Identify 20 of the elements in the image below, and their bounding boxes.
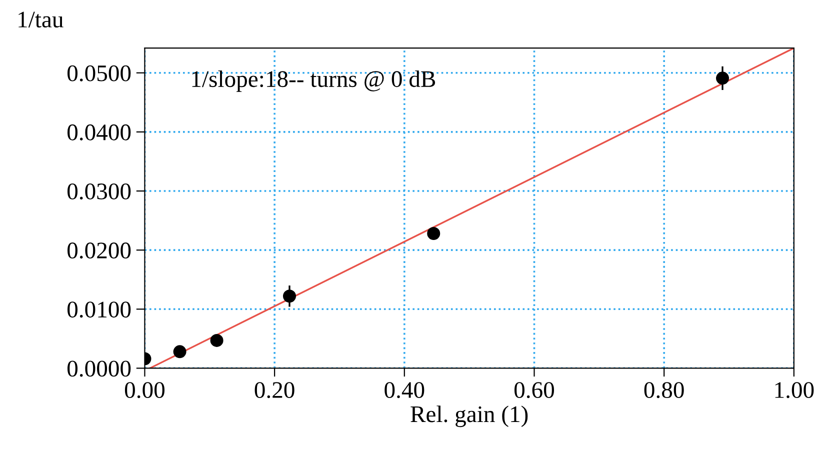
y-tick-label: 0.0400	[68, 124, 131, 140]
x-tick-label: 1.00	[775, 382, 814, 398]
point	[210, 334, 224, 347]
x-tick-label: 0.60	[514, 382, 554, 398]
y-tick-label: 0.0500	[68, 65, 131, 82]
point	[282, 290, 296, 303]
y-tick-label: 0.0000	[68, 360, 131, 377]
y-tick-label: 0.0300	[68, 183, 131, 200]
point	[173, 345, 186, 358]
y-axis-title: 1/tau	[18, 12, 64, 28]
x-tick-label: 0.40	[384, 382, 424, 398]
point	[427, 227, 440, 240]
x-axis-title: Rel. gain (1)	[410, 406, 528, 428]
x-tick-label: 0.00	[124, 382, 164, 398]
y-tick-label: 0.0200	[68, 242, 131, 259]
annotation: 1/slope:18-- turns @ 0 dB	[192, 70, 436, 92]
x-tick-label: 0.20	[254, 382, 294, 398]
y-tick-label: 0.0100	[68, 302, 131, 318]
point	[716, 72, 730, 85]
x-tick-label: 0.80	[644, 382, 684, 398]
